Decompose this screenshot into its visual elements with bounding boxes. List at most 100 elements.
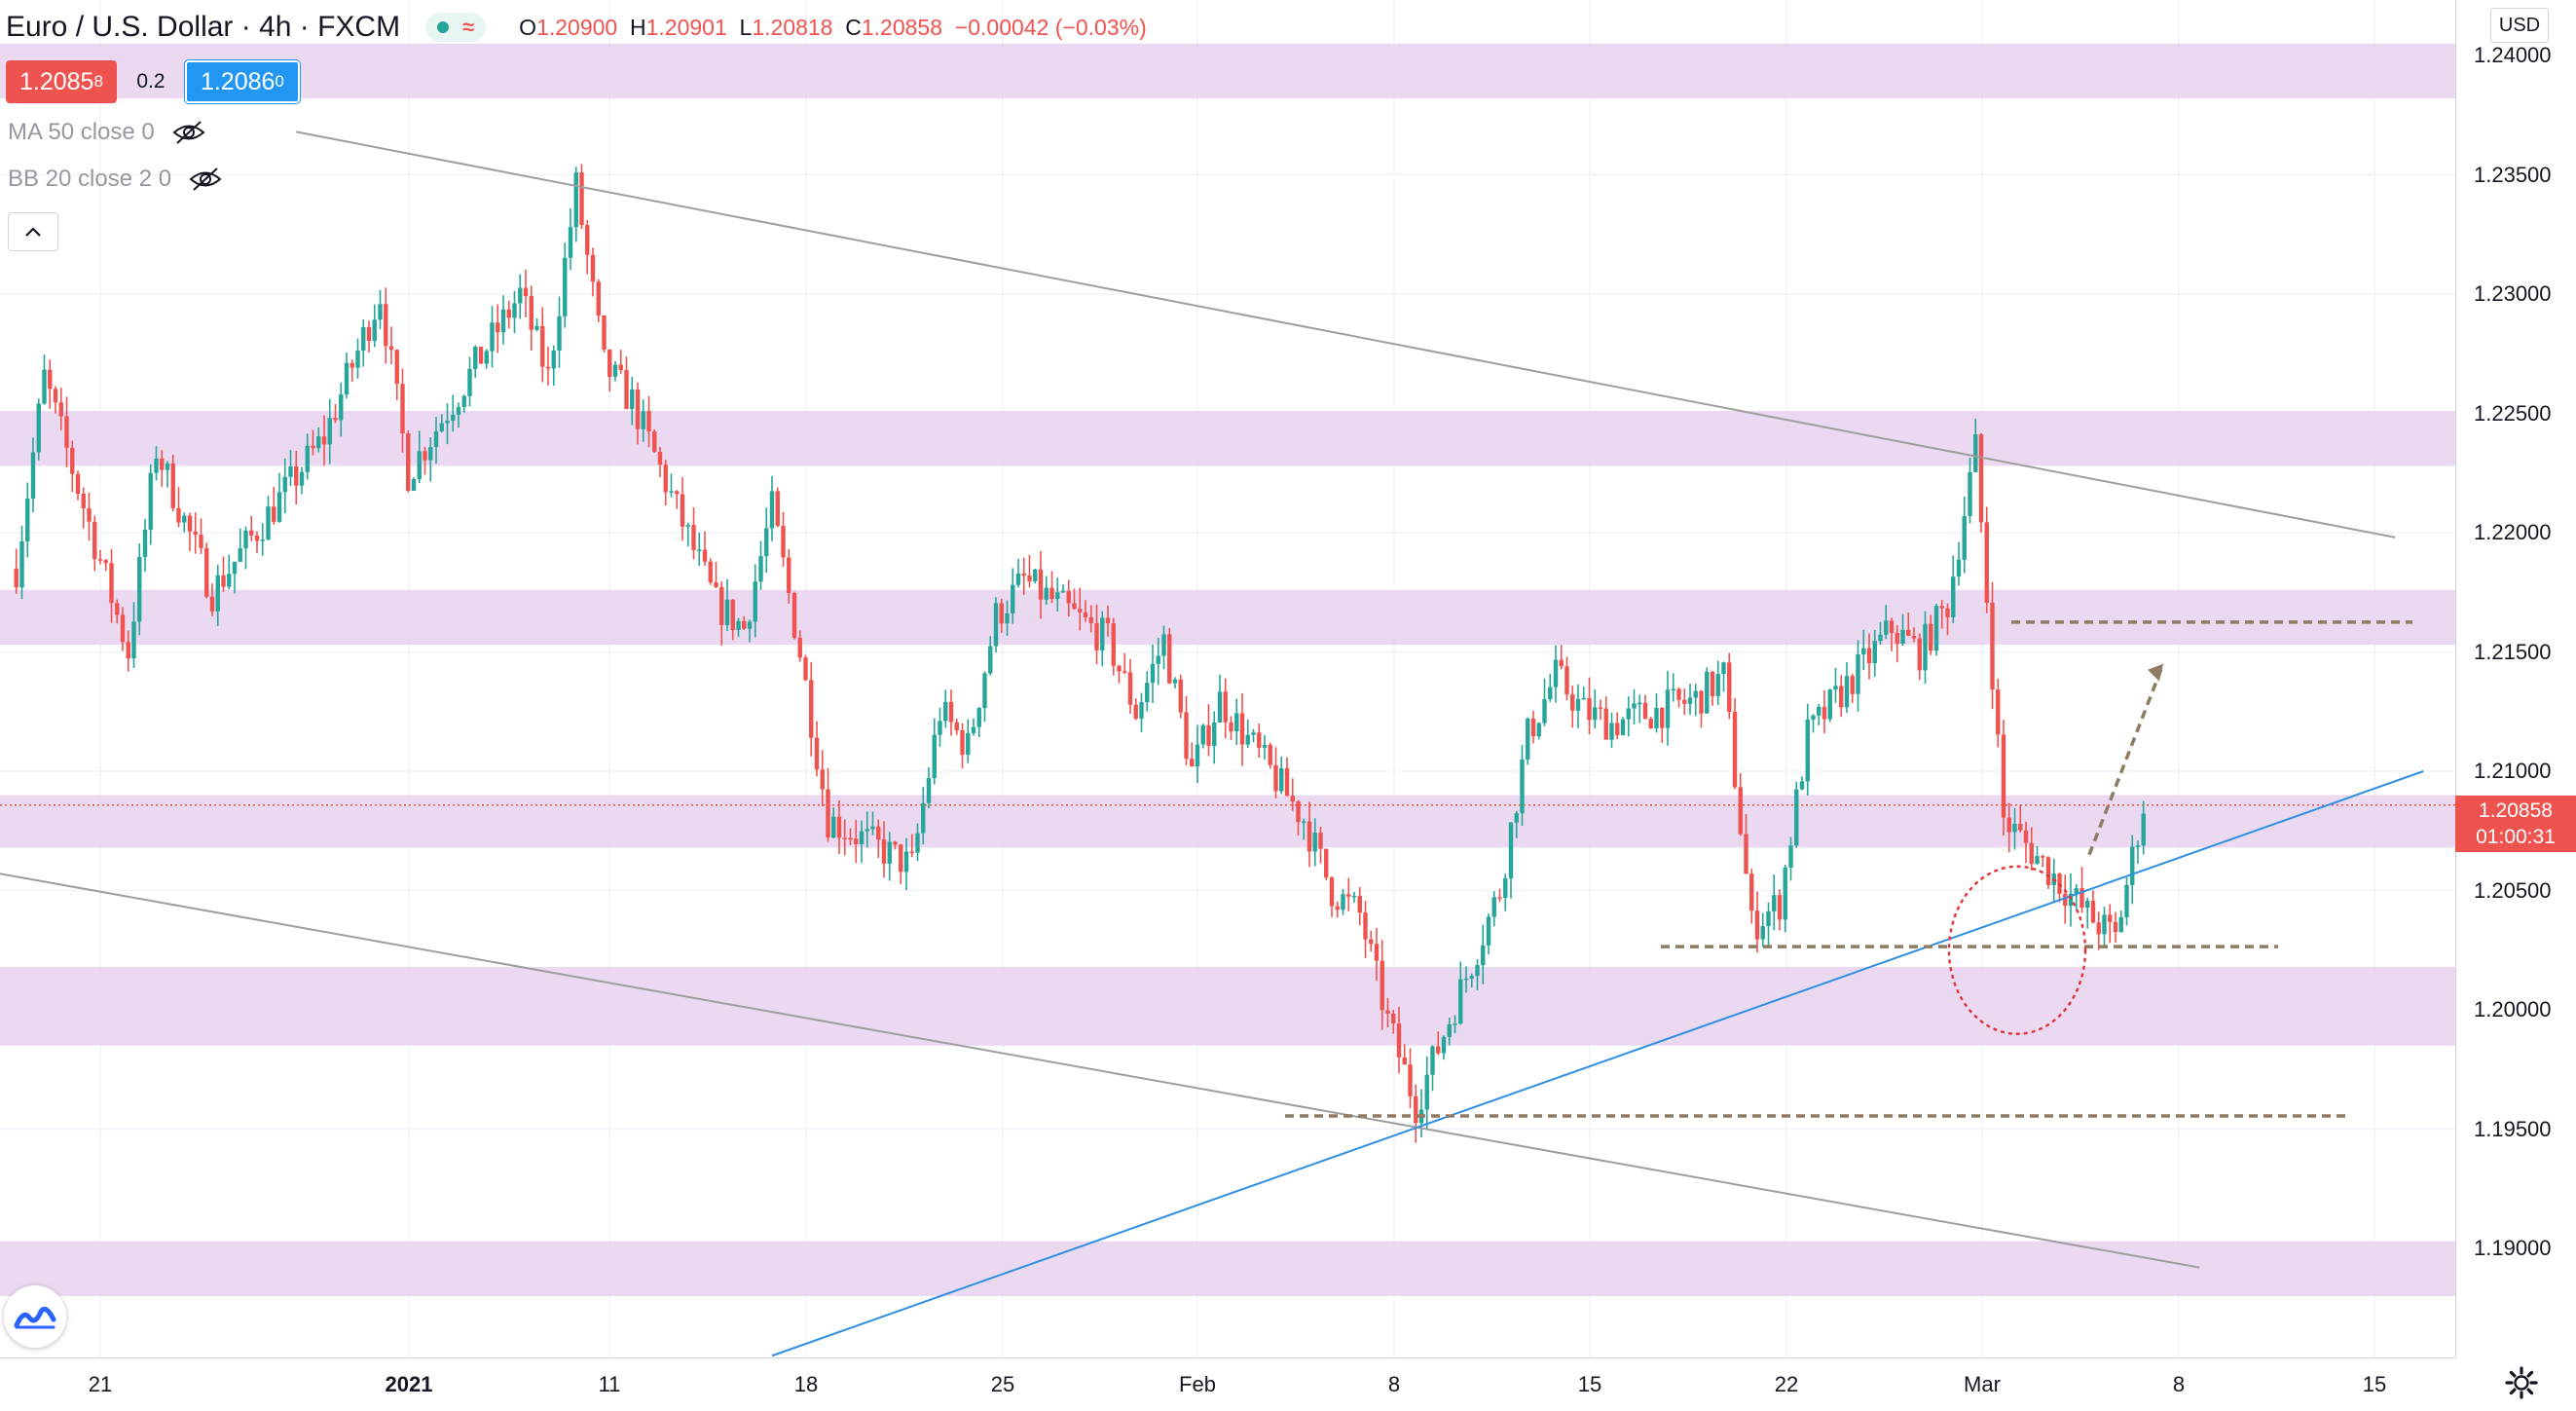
candle-body (1402, 1057, 1407, 1065)
symbol-title[interactable]: Euro / U.S. Dollar · 4h · FXCM (6, 11, 401, 43)
candle-body (1642, 702, 1648, 720)
candle-body (1766, 910, 1771, 927)
candle-body (2130, 846, 2135, 885)
candle-body (1587, 697, 1592, 721)
candle-body (1536, 723, 1541, 737)
candle-body (366, 327, 372, 341)
time-tick-label: Feb (1179, 1372, 1216, 1396)
candle-body (400, 384, 405, 434)
eye-hidden-icon[interactable] (172, 120, 205, 145)
indicator-bb-label: BB 20 close 2 0 (8, 166, 172, 192)
eye-hidden-icon[interactable] (189, 167, 222, 192)
candle-body (1715, 674, 1720, 696)
candle-body (1078, 609, 1083, 613)
candle-body (388, 346, 394, 351)
candle-body (960, 730, 965, 756)
candle-body (350, 362, 354, 368)
candle-body (1049, 587, 1054, 600)
candle-body (1939, 606, 1944, 609)
tradingview-logo-button[interactable] (4, 1285, 66, 1348)
price-tick-label: 1.21500 (2474, 639, 2552, 664)
current-price-value: 1.20858 (2479, 798, 2553, 822)
candle-body (691, 525, 696, 550)
candle-body (1088, 616, 1093, 623)
candle-body (1889, 620, 1895, 633)
price-axis[interactable]: 1.24000 1.23500 1.23000 1.22500 1.22000 1.215… (2455, 0, 2576, 1357)
candle-body (1083, 612, 1088, 617)
candle-body (2124, 884, 2129, 918)
candle-body (451, 414, 456, 422)
chart-pane[interactable] (0, 0, 2455, 1357)
indicator-ma[interactable]: MA 50 close 0 (8, 119, 205, 146)
candle-body (1514, 813, 1519, 823)
candle-body (1497, 897, 1502, 899)
candle-body (1312, 833, 1317, 852)
candle-body (1268, 744, 1272, 765)
candle-body (1805, 719, 1810, 782)
candle-body (2029, 842, 2034, 865)
price-tick-label: 1.19500 (2474, 1116, 2552, 1141)
market-status-pill[interactable]: ≈ (425, 13, 487, 42)
candle-body (652, 431, 657, 452)
candle-body (1284, 767, 1290, 797)
candle-body (803, 657, 808, 681)
spread-value: 0.2 (136, 70, 166, 93)
candle-body (1251, 732, 1256, 735)
candle-body (160, 459, 165, 470)
candle-body (176, 507, 181, 523)
ohlc-open: 1.20900 (536, 14, 618, 40)
candle-body (2006, 817, 2011, 833)
candle-body (1754, 910, 1760, 940)
ohlc-high: 1.20901 (645, 14, 727, 40)
candle-body (1978, 433, 1984, 523)
candle-body (1676, 688, 1681, 700)
candle-body (19, 540, 24, 588)
candle-body (1481, 945, 1486, 966)
candle-body (1911, 635, 1917, 639)
candle-body (1060, 590, 1066, 593)
candle-body (641, 411, 645, 429)
candle-body (1833, 686, 1838, 690)
candle-body (439, 423, 444, 431)
candle-body (221, 575, 226, 587)
data-delay-icon: ≈ (462, 15, 475, 39)
candle-body (545, 366, 551, 369)
candle-body (1609, 723, 1614, 740)
support-resistance-zones (0, 43, 2455, 1296)
candle-body (719, 586, 724, 625)
candle-body (1593, 707, 1598, 721)
sell-button[interactable]: 1.2085 8 (6, 60, 117, 103)
candle-body (1100, 617, 1105, 650)
price-tick-label: 1.22500 (2474, 400, 2552, 426)
candle-body (1156, 655, 1160, 664)
settings-gear-icon[interactable] (2504, 1365, 2539, 1400)
candle-body (42, 369, 47, 404)
candle-body (1385, 1010, 1390, 1014)
time-axis[interactable]: 21 2021 11 18 25 Feb 8 15 22 Mar 8 15 (0, 1357, 2455, 1411)
candle-body (1245, 734, 1250, 745)
candle-body (1027, 576, 1032, 581)
candle-body (758, 556, 763, 582)
candle-body (1884, 620, 1889, 635)
tradingview-logo-icon (14, 1306, 56, 1329)
candle-body (1721, 662, 1726, 675)
candle-body (1324, 848, 1329, 878)
candle-body (921, 802, 926, 834)
candle-body (596, 281, 601, 316)
candle-body (747, 621, 753, 629)
candle-body (2041, 856, 2045, 858)
candle-body (2057, 873, 2062, 894)
candle-body (484, 351, 489, 364)
candle-body (193, 531, 198, 536)
candle-body (445, 421, 450, 424)
time-tick-label: 25 (990, 1372, 1015, 1396)
buy-button[interactable]: 1.2086 0 (184, 60, 300, 103)
candle-body (1335, 906, 1340, 910)
indicator-bb[interactable]: BB 20 close 2 0 (8, 166, 222, 193)
candle-body (423, 451, 427, 461)
candle-body (568, 227, 573, 258)
currency-button[interactable]: USD (2490, 8, 2549, 43)
candle-body (1021, 573, 1026, 576)
candle-body (1648, 719, 1653, 728)
collapse-legend-button[interactable] (8, 212, 58, 251)
